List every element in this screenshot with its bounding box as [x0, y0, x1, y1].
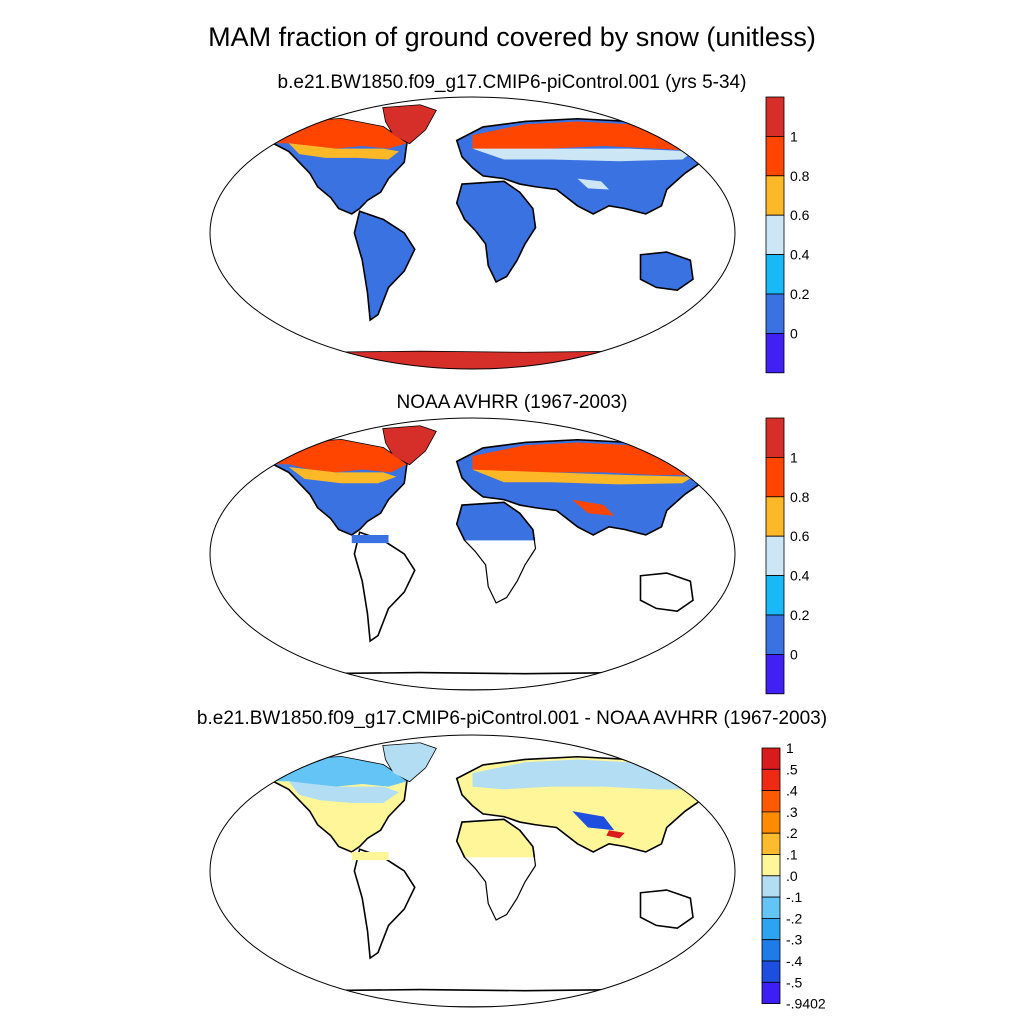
- land-africa-outline: [457, 502, 536, 603]
- colorbar-swatch: [765, 175, 785, 216]
- land-africa: [457, 181, 536, 282]
- map-panel-2: [209, 417, 736, 691]
- snow-band: [288, 143, 399, 160]
- colorbar-label: -.3: [786, 932, 803, 948]
- map-border: [209, 734, 736, 1008]
- snow-band: [383, 426, 436, 465]
- panel3-title: b.e21.BW1850.f09_g17.CMIP6-piControl.001…: [196, 708, 828, 729]
- snow-band: [231, 351, 714, 369]
- colorbar-swatch: [761, 854, 781, 877]
- snow-band: [572, 499, 615, 516]
- land-antarctica: [231, 673, 714, 690]
- colorbar-label: .4: [786, 783, 798, 799]
- colorbar-swatch: [765, 654, 785, 695]
- colorbar-label: 0: [790, 646, 798, 662]
- snow-band: [383, 105, 436, 144]
- snow-band: [472, 469, 693, 485]
- colorbar-label: 0: [790, 325, 798, 341]
- panel1-title: b.e21.BW1850.f09_g17.CMIP6-piControl.001…: [277, 72, 747, 93]
- colorbar-swatch: [761, 811, 781, 834]
- colorbar-swatch: [761, 939, 781, 962]
- colorbar-swatch: [765, 293, 785, 334]
- colorbar-swatch: [761, 981, 781, 1004]
- snow-band: [383, 743, 436, 782]
- land-samerica: [354, 211, 414, 320]
- land-australia: [641, 890, 694, 928]
- snow-band: [572, 811, 615, 831]
- snow-band: [606, 830, 625, 839]
- map-border: [209, 96, 736, 370]
- colorbar-label: 0.6: [790, 207, 810, 223]
- snow-band: [288, 781, 399, 803]
- colorbar-swatch: [761, 960, 781, 983]
- colorbar-label: -.4: [786, 953, 803, 969]
- snow-band: [288, 466, 397, 484]
- colorbar-swatch: [761, 896, 781, 919]
- land-australia: [641, 252, 694, 290]
- colorbar-label: -.1: [786, 889, 803, 905]
- colorbar-label: .0: [786, 868, 798, 884]
- colorbar-label: 0.6: [790, 528, 810, 544]
- colorbar-label: .1: [786, 847, 798, 863]
- colorbar-swatch: [765, 496, 785, 537]
- land-africa-outline: [457, 819, 536, 920]
- land-antarctica: [231, 990, 714, 1007]
- panel2-title: NOAA AVHRR (1967-2003): [396, 392, 628, 413]
- colorbar-swatch: [765, 214, 785, 255]
- colorbar-swatch: [765, 535, 785, 577]
- colorbar-label: 0.4: [790, 247, 810, 263]
- land-samerica: [354, 849, 414, 958]
- colorbar-label: -.9402: [786, 996, 826, 1012]
- colorbar-2: 1 0.8 0.6 0.4 0.2 0: [765, 417, 810, 695]
- colorbar-label: 0.2: [790, 286, 810, 302]
- colorbar-swatch: [761, 875, 781, 898]
- colorbar-swatch: [765, 332, 785, 374]
- colorbar-swatch: [761, 768, 781, 791]
- colorbar-swatch: [761, 790, 781, 813]
- colorbar-1: 1 0.8 0.6 0.4 0.2 0: [765, 96, 810, 374]
- colorbar-label: .2: [786, 825, 798, 841]
- snow-band: [577, 178, 609, 190]
- colorbar-3: 1 .5 .4 .3 .2 .1 .0 -.1 -.2 -.3 -.4 -.5 -.9402: [761, 740, 826, 1012]
- colorbar-swatch: [765, 135, 785, 177]
- colorbar-label: 1: [786, 740, 794, 756]
- snow-band: [472, 148, 693, 162]
- colorbar-swatch: [765, 614, 785, 655]
- colorbar-swatch: [761, 747, 781, 770]
- colorbar-label: 0.8: [790, 168, 810, 184]
- colorbar-swatch: [761, 832, 781, 855]
- central-america-band: [351, 534, 389, 544]
- colorbar-label: 0.2: [790, 607, 810, 623]
- map-border: [209, 417, 736, 691]
- colorbar-label: -.2: [786, 910, 803, 926]
- colorbar-swatch: [761, 918, 781, 941]
- central-america-band: [351, 851, 389, 861]
- colorbar-label: -.5: [786, 974, 803, 990]
- colorbar-label: 1: [790, 128, 798, 144]
- colorbar-label: 0.4: [790, 568, 810, 584]
- colorbar-label: .5: [786, 761, 798, 777]
- colorbar-swatch: [765, 575, 785, 616]
- colorbar-swatch: [765, 456, 785, 498]
- colorbar-swatch: [765, 96, 785, 137]
- colorbar-swatch: [765, 417, 785, 458]
- map-panel-1: [209, 96, 736, 370]
- land-australia: [641, 573, 694, 611]
- colorbar-label: 0.8: [790, 489, 810, 505]
- map-panel-3: [209, 734, 736, 1008]
- colorbar-swatch: [765, 254, 785, 295]
- land-samerica: [354, 532, 414, 641]
- colorbar-label: .3: [786, 804, 798, 820]
- colorbar-label: 1: [790, 449, 798, 465]
- figure-title: MAM fraction of ground covered by snow (…: [208, 22, 816, 52]
